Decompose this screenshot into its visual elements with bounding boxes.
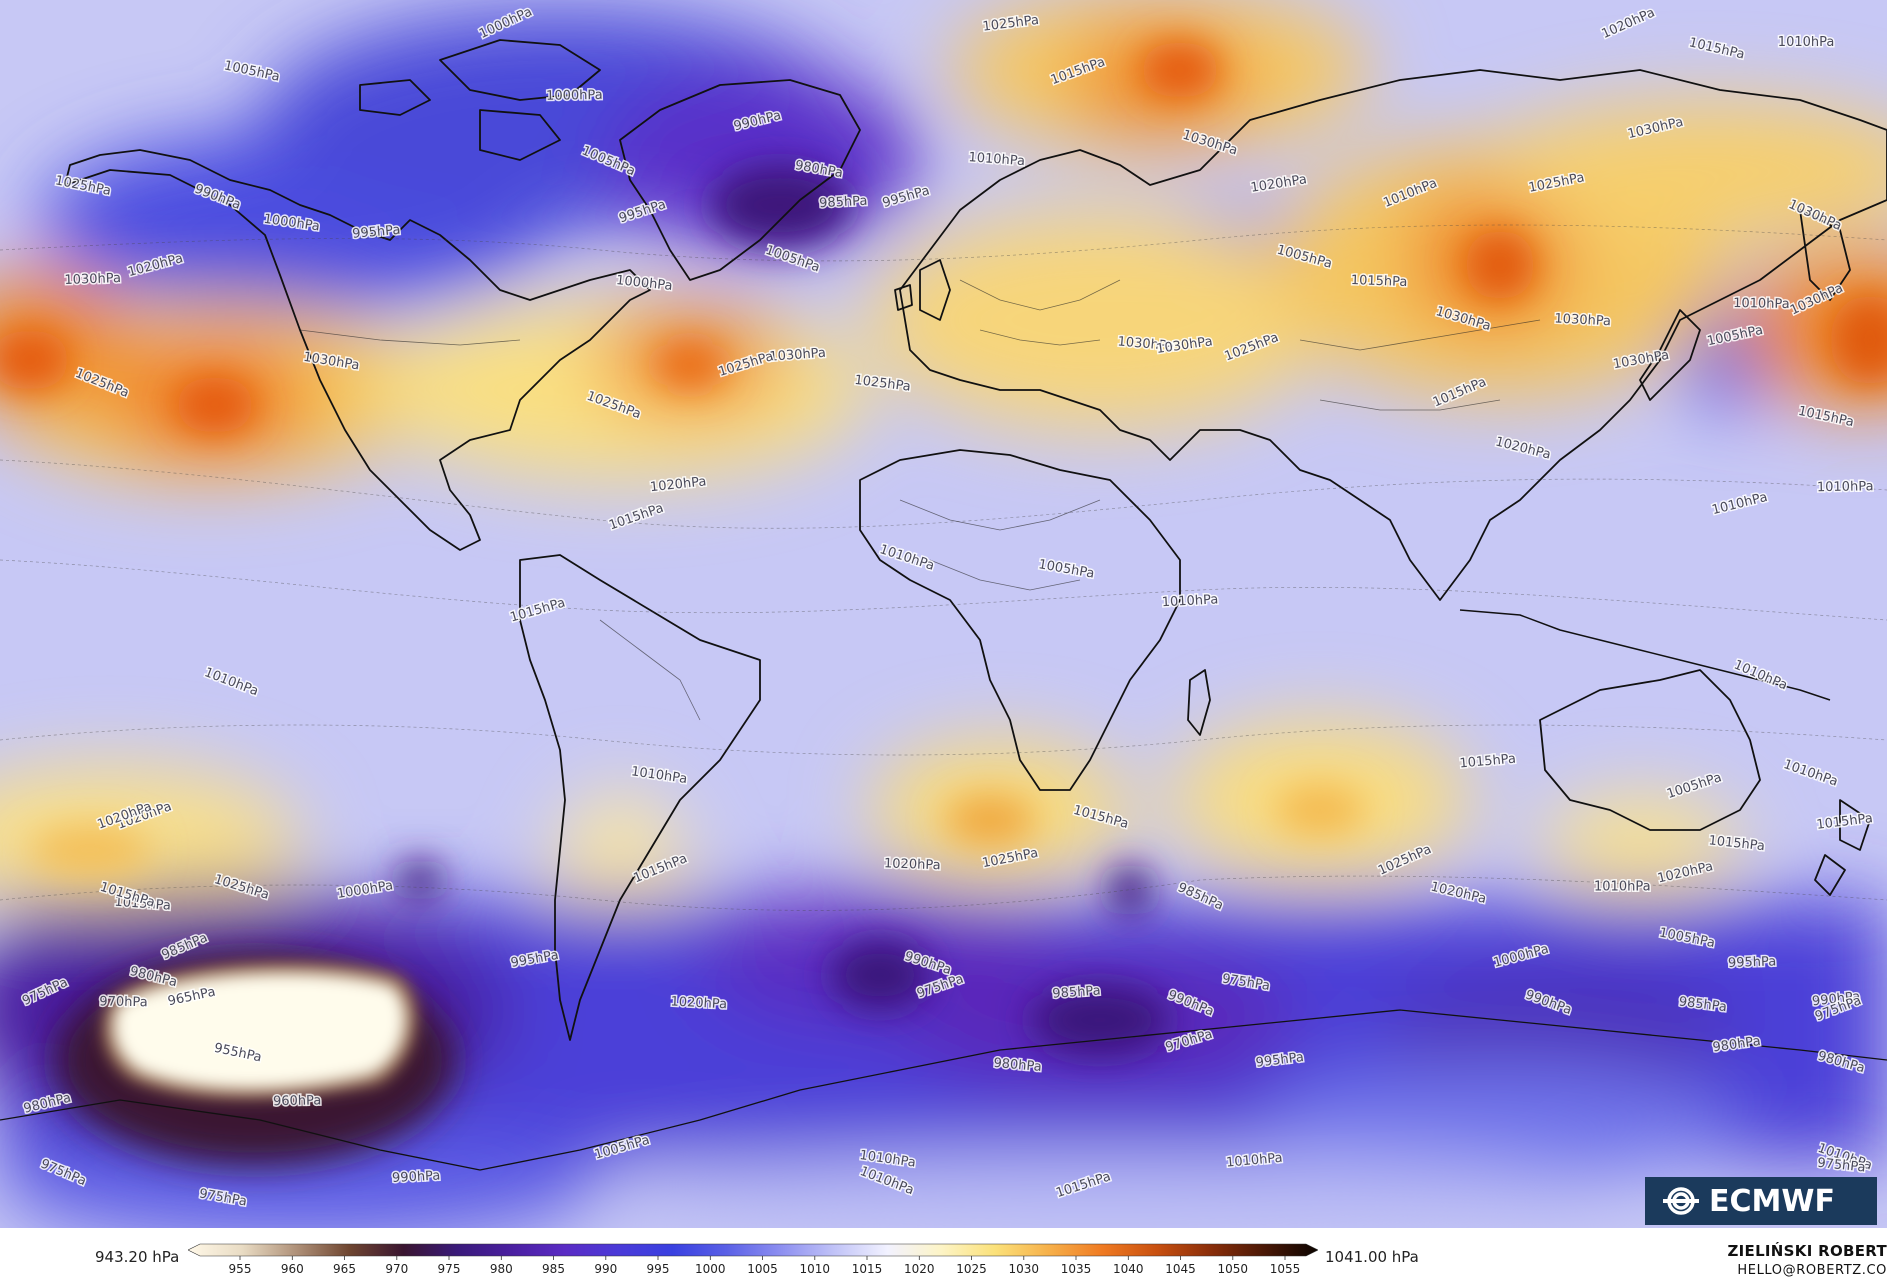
isobar-label: 1030hPa (1117, 334, 1175, 354)
isobar-label: 960hPa (273, 1093, 322, 1109)
isobar-label: 985hPa (1678, 994, 1728, 1015)
isobar-label: 990hPa (1811, 989, 1861, 1009)
colorbar: 955 960 965 970 975 980 985 990 995 1000 1005 1010 1… (188, 1243, 1318, 1276)
isobar-label: 980hPa (993, 1056, 1042, 1075)
kamchatka-outline (1799, 209, 1851, 301)
isobar-label: 995hPa (1255, 1050, 1305, 1071)
colorbar-tick-label: 1040 (1113, 1262, 1144, 1276)
colorbar-tick-label: 975 (438, 1262, 461, 1276)
legend-max-label: 1041.00 hPa (1325, 1248, 1419, 1266)
isobar-label: 1030hPa (64, 271, 121, 288)
colorbar-tick-label: 990 (594, 1262, 617, 1276)
indonesia-outline (1459, 609, 1831, 701)
isobar-label: 975hPa (1817, 1156, 1867, 1176)
british-isles-outline (894, 259, 951, 321)
isobar-label: 1010hPa (1817, 479, 1874, 495)
isobar-label: 985hPa (819, 194, 868, 212)
colorbar-tick-label: 1050 (1218, 1262, 1249, 1276)
colorbar-tick-label: 1015 (852, 1262, 883, 1276)
author-name: ZIELIŃSKI ROBERT (1727, 1242, 1887, 1260)
legend-min-label: 943.20 hPa (95, 1248, 180, 1266)
colorbar-tick-label: 995 (647, 1262, 670, 1276)
colorbar-tick-label: 955 (229, 1262, 252, 1276)
colorbar-tick-label: 1045 (1165, 1262, 1196, 1276)
colorbar-ticks: 955 960 965 970 975 980 985 990 995 1000 1005 1010 1… (229, 1256, 1301, 1276)
coastlines (0, 39, 1887, 1171)
greenland-outline (619, 79, 861, 281)
colorbar-tick-label: 1005 (747, 1262, 778, 1276)
isobar-label: 1015hPa (114, 895, 171, 914)
isobar-label: 1010hPa (1161, 592, 1218, 610)
africa-outline (859, 449, 1181, 791)
author-credit: ZIELIŃSKI ROBERT HELLO@ROBERTZ.CO (1727, 1242, 1887, 1278)
isobar-label: 1015hPa (1459, 752, 1517, 772)
isobar-label: 995hPa (1728, 954, 1777, 971)
isobar-label: 990hPa (392, 1168, 441, 1186)
isobar-label: 1000hPa (546, 88, 603, 104)
colorbar-tick-label: 1010 (800, 1262, 831, 1276)
pressure-map: 1000hPa 1005hPa 1000hPa 990hPa 1005hPa 980hPa… (0, 0, 1887, 1228)
colorbar-tick-label: 1000 (695, 1262, 726, 1276)
australia-outline (1539, 669, 1761, 831)
isobar-label: 985hPa (1052, 983, 1101, 1001)
arctic-islands-outline (359, 39, 601, 161)
new-zealand-outline (1814, 799, 1871, 896)
colorbar-tick-label: 980 (490, 1262, 513, 1276)
isobar-label: 1020hPa (670, 994, 727, 1012)
colorbar-legend: 943.20 hPa 955 960 965 970 975 980 985 990 995 10… (0, 1228, 1887, 1287)
ecmwf-logo-icon (1663, 1187, 1699, 1215)
isobar-label: 1030hPa (769, 346, 826, 365)
colorbar-tick-label: 960 (281, 1262, 304, 1276)
isobar-label: 1020hPa (884, 856, 941, 873)
colorbar-tick-label: 985 (542, 1262, 565, 1276)
isobar-label: 1010hPa (1778, 35, 1835, 50)
isobar-label: 1010hPa (1226, 1151, 1284, 1171)
antarctica-outline (0, 1009, 1887, 1171)
colorbar-tick-label: 965 (333, 1262, 356, 1276)
isobar-label: 1030hPa (1554, 311, 1611, 329)
ecmwf-logo: ECMWF (1645, 1177, 1877, 1225)
madagascar-outline (1187, 669, 1211, 736)
ecmwf-logo-text: ECMWF (1709, 1183, 1835, 1219)
colorbar-tick-label: 1035 (1061, 1262, 1092, 1276)
isobar-label: 1010hPa (1733, 296, 1790, 312)
colorbar-tick-label: 1020 (904, 1262, 935, 1276)
country-borders (299, 279, 1541, 721)
colorbar-strip (188, 1243, 1318, 1257)
eurasia-outline (899, 69, 1887, 601)
extreme-low-region (55, 955, 455, 1165)
japan-outline (1639, 309, 1701, 401)
colorbar-tick-label: 1055 (1270, 1262, 1301, 1276)
isobar-label: 1010hPa (968, 150, 1025, 169)
isobar-label: 1015hPa (1351, 273, 1408, 290)
colorbar-tick-label: 970 (385, 1262, 408, 1276)
isobar-label: 970hPa (99, 994, 148, 1010)
isobar-label: 1010hPa (1594, 879, 1651, 894)
north-america-outline (64, 149, 651, 551)
isobar-label: 995hPa (352, 223, 401, 242)
pressure-cores-layer (0, 42, 1887, 1055)
isobar-lines (0, 224, 1887, 911)
author-email: HELLO@ROBERTZ.CO (1737, 1263, 1887, 1278)
colorbar-tick-label: 1025 (956, 1262, 987, 1276)
colorbar-tick-label: 1030 (1009, 1262, 1040, 1276)
south-america-outline (519, 554, 761, 1041)
